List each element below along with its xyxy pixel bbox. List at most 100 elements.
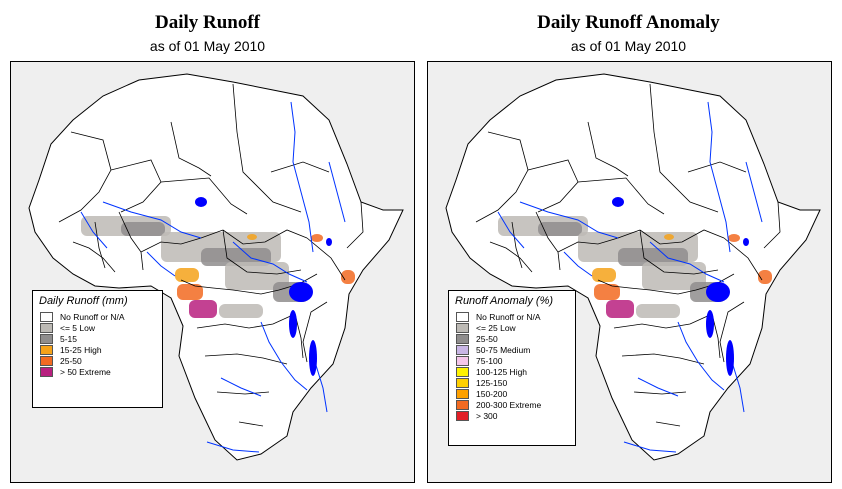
runoff-patch: [592, 268, 616, 282]
legend-item: <= 5 Low: [40, 322, 162, 333]
legend-swatch: [40, 333, 53, 344]
africa-map-svg: [445, 73, 821, 461]
country-border: [633, 391, 687, 395]
legend-label: 15-25 High: [60, 344, 102, 355]
daily-runoff-map: [10, 61, 415, 483]
runoff-patch: [189, 300, 217, 318]
runoff-patch: [341, 270, 355, 284]
legend-label: No Runoff or N/A: [476, 311, 541, 322]
runoff-anomaly-panel: Daily Runoff Anomaly as of 01 May 2010: [421, 0, 836, 489]
legend-label: > 50 Extreme: [60, 366, 111, 377]
legend-label: 125-150: [476, 377, 508, 388]
legend-label: 75-100: [476, 355, 503, 366]
legend-swatch: [40, 355, 53, 366]
runoff-patch: [175, 268, 199, 282]
runoff-patch: [642, 262, 706, 290]
country-border: [118, 211, 144, 271]
country-border: [577, 177, 665, 215]
legend-item: No Runoff or N/A: [456, 311, 575, 322]
runoff-anomaly-legend: Runoff Anomaly (%) No Runoff or N/A <= 2…: [448, 290, 576, 446]
river: [677, 321, 725, 391]
country-border: [613, 313, 713, 329]
country-border: [597, 279, 679, 295]
runoff-patch: [728, 234, 740, 242]
legend-swatch: [456, 399, 469, 410]
legend-item: 200-300 Extreme: [456, 399, 575, 410]
africa-landmass: [445, 73, 821, 461]
runoff-patch: [219, 304, 263, 318]
runoff-anomaly-map: [427, 61, 832, 483]
runoff-patch: [606, 300, 634, 318]
country-border: [346, 201, 364, 249]
country-border: [677, 273, 735, 295]
legend-swatch: [456, 311, 469, 322]
country-border: [204, 353, 288, 365]
country-border: [535, 211, 561, 271]
lake: [706, 310, 714, 338]
africa-map-svg: [28, 73, 404, 461]
country-border: [260, 273, 318, 295]
country-border: [621, 353, 705, 365]
country-border: [72, 241, 116, 273]
legend-item: 150-200: [456, 388, 575, 399]
legend-item: 75-100: [456, 355, 575, 366]
lake: [326, 238, 332, 246]
legend-swatch: [40, 311, 53, 322]
legend-swatch: [456, 344, 469, 355]
country-border: [94, 221, 106, 269]
river: [314, 361, 328, 413]
legend-label: 50-75 Medium: [476, 344, 531, 355]
legend-swatch: [40, 344, 53, 355]
legend-item: > 300: [456, 410, 575, 421]
runoff-patch: [664, 234, 674, 240]
legend-swatch: [456, 355, 469, 366]
legend-item: 5-15: [40, 333, 162, 344]
legend-label: <= 25 Low: [476, 322, 516, 333]
country-border: [557, 229, 641, 253]
legend-title: Runoff Anomaly (%): [455, 295, 554, 307]
river: [623, 441, 677, 453]
runoff-patch: [201, 248, 271, 266]
country-border: [238, 421, 264, 427]
country-border: [302, 301, 328, 363]
country-border: [587, 121, 629, 177]
daily-runoff-panel: Daily Runoff as of 01 May 2010: [0, 0, 415, 489]
river: [707, 101, 731, 253]
river: [260, 321, 308, 391]
river: [80, 211, 108, 249]
daily-runoff-legend: Daily Runoff (mm) No Runoff or N/A <= 5 …: [32, 290, 163, 408]
map-subtitle: as of 01 May 2010: [570, 38, 687, 54]
runoff-patch: [247, 234, 257, 240]
country-border: [58, 131, 112, 223]
legend-item: 25-50: [40, 355, 162, 366]
lake: [289, 310, 297, 338]
country-border: [639, 229, 719, 275]
legend-swatch: [456, 333, 469, 344]
country-border: [216, 391, 270, 395]
legend-item: 15-25 High: [40, 344, 162, 355]
legend-label: <= 5 Low: [60, 322, 95, 333]
map-title: Daily Runoff: [154, 12, 261, 33]
lake: [726, 340, 734, 376]
country-border: [170, 121, 212, 177]
river: [206, 441, 260, 453]
legend-label: 25-50: [60, 355, 82, 366]
map-title: Daily Runoff Anomaly: [537, 12, 720, 33]
legend-label: 100-125 High: [476, 366, 528, 377]
river: [220, 377, 262, 397]
legend-item: <= 25 Low: [456, 322, 575, 333]
legend-item: 50-75 Medium: [456, 344, 575, 355]
legend-swatch: [456, 322, 469, 333]
country-border: [639, 229, 725, 245]
runoff-patch: [177, 284, 203, 300]
legend-title: Daily Runoff (mm): [39, 295, 128, 307]
country-border: [763, 201, 781, 249]
river: [290, 101, 314, 253]
lake: [612, 197, 624, 207]
country-border: [489, 241, 533, 273]
legend-item: > 50 Extreme: [40, 366, 162, 377]
country-border: [306, 237, 346, 281]
runoff-patch: [594, 284, 620, 300]
country-border: [222, 229, 308, 245]
map-subtitle: as of 01 May 2010: [149, 38, 266, 54]
